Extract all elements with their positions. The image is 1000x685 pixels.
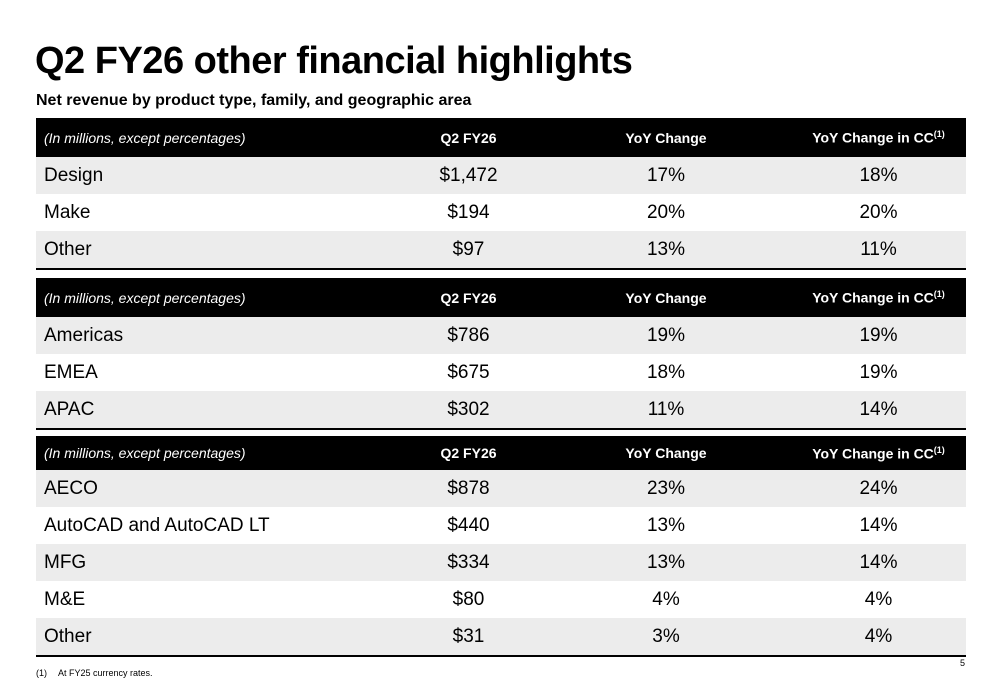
table-row: AutoCAD and AutoCAD LT $440 13% 14% [36,507,966,544]
row-yoy: 3% [652,625,680,647]
header-yoy: YoY Change [625,289,707,306]
header-yoy-cc: YoY Change in CC(1) [812,129,945,146]
table-row: MFG $334 13% 14% [36,544,966,581]
table-bottom-rule [36,268,966,270]
header-yoy-cc: YoY Change in CC(1) [812,444,945,462]
row-revenue: $878 [447,477,490,499]
row-label: APAC [44,398,95,420]
row-label: Americas [44,324,124,346]
row-label: AECO [44,477,98,499]
header-period: Q2 FY26 [440,129,497,146]
table-row: M&E $80 4% 4% [36,581,966,618]
row-label: M&E [44,588,86,610]
table-bottom-rule [36,655,966,657]
row-yoy-cc: 4% [864,588,893,610]
row-yoy: 13% [646,238,686,260]
page-subtitle: Net revenue by product type, family, and… [36,92,472,109]
row-yoy-cc: 20% [859,201,898,223]
row-revenue: $675 [447,361,490,383]
table-row: Other $97 13% 11% [36,231,966,268]
row-revenue: $302 [447,398,490,420]
footnote-ref: (1) [933,129,945,140]
header-period: Q2 FY26 [440,445,497,461]
row-yoy-cc: 11% [860,238,897,260]
row-yoy-cc: 14% [859,398,898,420]
row-label: Design [44,164,104,186]
page-title: Q2 FY26 other financial highlights [35,40,633,82]
header-period: Q2 FY26 [440,289,497,306]
row-yoy: 4% [652,588,680,610]
row-yoy-cc: 4% [864,625,893,647]
row-revenue: $80 [452,588,485,610]
row-label: AutoCAD and AutoCAD LT [44,514,270,536]
table-row: Design $1,472 17% 18% [36,157,966,194]
table-row: AECO $878 23% 24% [36,470,966,507]
table-header: (In millions, except percentages) Q2 FY2… [36,278,966,317]
row-revenue: $786 [447,324,490,346]
table-row: APAC $302 11% 14% [36,391,966,428]
product-type-table: (In millions, except percentages) Q2 FY2… [36,118,966,270]
header-units: (In millions, except percentages) [44,129,246,146]
product-family-table: (In millions, except percentages) Q2 FY2… [36,436,966,657]
row-yoy-cc: 14% [859,551,898,573]
row-yoy: 11% [647,398,685,420]
header-yoy-cc: YoY Change in CC(1) [812,289,945,306]
table-row: Americas $786 19% 19% [36,317,966,354]
header-yoy: YoY Change [625,129,707,146]
header-units: (In millions, except percentages) [44,289,246,306]
table-row: Other $31 3% 4% [36,618,966,655]
table-row: Make $194 20% 20% [36,194,966,231]
row-revenue: $194 [447,201,490,223]
row-yoy-cc: 19% [859,324,898,346]
row-label: EMEA [44,361,98,383]
footnote: (1) At FY25 currency rates. [36,668,153,678]
row-yoy-cc: 24% [859,477,898,499]
row-label: MFG [44,551,87,573]
geographic-table: (In millions, except percentages) Q2 FY2… [36,278,966,430]
page-number: 5 [960,658,966,668]
table-bottom-rule [36,428,966,430]
footnote-ref: (1) [933,289,945,300]
row-yoy: 13% [646,514,686,536]
footnote-marker: (1) [36,668,47,678]
row-revenue: $31 [452,625,485,647]
header-units: (In millions, except percentages) [44,445,246,461]
row-yoy: 18% [646,361,686,383]
row-yoy: 17% [646,164,686,186]
row-yoy: 20% [646,201,686,223]
row-yoy-cc: 18% [859,164,898,186]
row-revenue: $334 [447,551,490,573]
row-label: Other [44,625,92,647]
row-yoy-cc: 14% [859,514,898,536]
table-header: (In millions, except percentages) Q2 FY2… [36,118,966,157]
table-row: EMEA $675 18% 19% [36,354,966,391]
row-yoy: 23% [646,477,686,499]
table-header: (In millions, except percentages) Q2 FY2… [36,436,966,470]
footnote-text: At FY25 currency rates. [58,668,153,678]
row-revenue: $97 [452,238,485,260]
row-yoy: 13% [646,551,686,573]
row-yoy-cc: 19% [859,361,898,383]
row-revenue: $1,472 [439,164,498,186]
row-yoy: 19% [646,324,686,346]
header-yoy: YoY Change [625,445,707,461]
row-label: Make [44,201,91,223]
row-label: Other [44,238,92,260]
row-revenue: $440 [447,514,490,536]
footnote-ref: (1) [933,444,945,455]
